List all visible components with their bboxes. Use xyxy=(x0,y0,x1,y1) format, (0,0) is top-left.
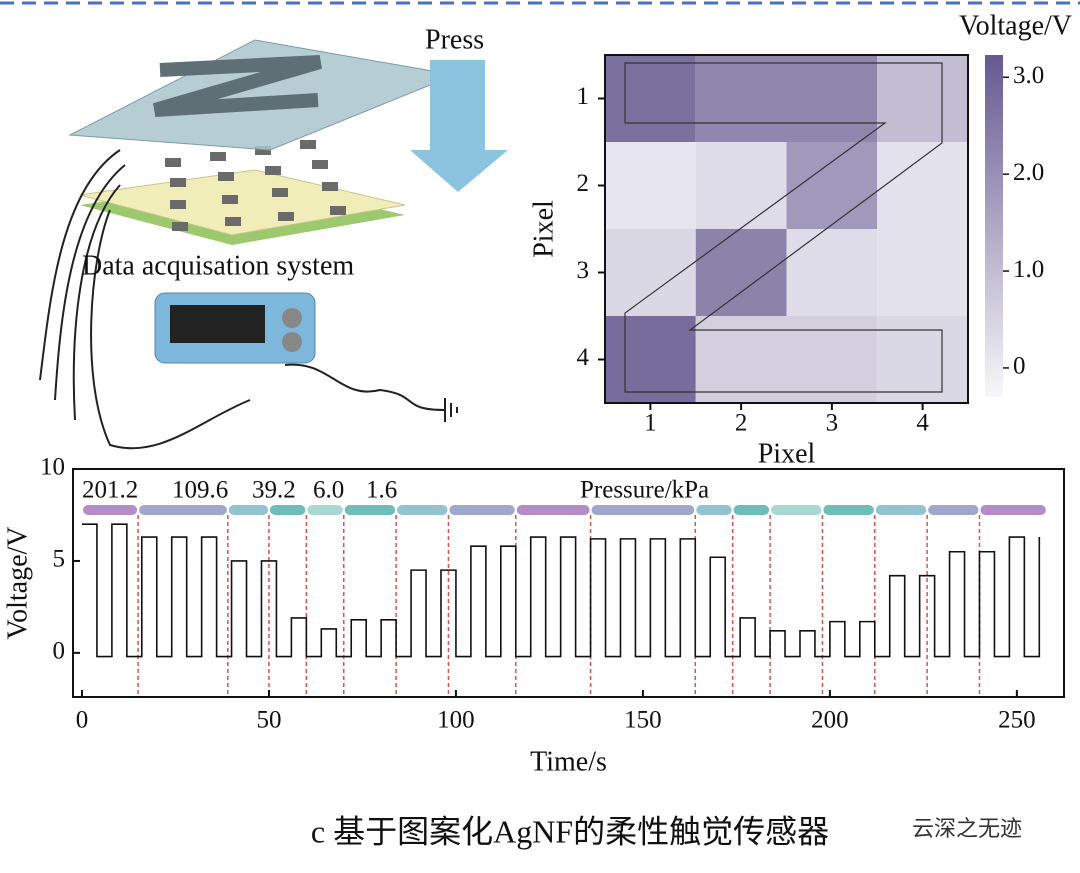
y-tick-label: 10 xyxy=(40,454,65,481)
heat-cell xyxy=(786,316,878,403)
x-tick-label: 3 xyxy=(826,410,839,437)
pressure-band xyxy=(696,505,732,515)
x-tick-label: 100 xyxy=(437,707,475,734)
annotation: 39.2 xyxy=(252,477,296,504)
colorbar-label: Voltage/V xyxy=(959,10,1072,41)
colorbar xyxy=(985,55,1003,397)
colorbar-tick-label: 0 xyxy=(1013,353,1026,380)
heat-cell xyxy=(877,142,968,229)
pressure-band xyxy=(139,505,227,515)
pressure-band xyxy=(516,505,590,515)
y-tick-label: 4 xyxy=(577,344,590,371)
colorbar-tick-label: 1.0 xyxy=(1013,256,1044,283)
daq-screen xyxy=(170,305,265,343)
y-tick-label: 5 xyxy=(53,546,66,573)
plot-frame xyxy=(604,54,969,404)
pressure-band xyxy=(82,505,138,515)
heat-cell xyxy=(605,55,696,142)
heat-cell xyxy=(605,142,696,229)
sensor-board xyxy=(79,169,406,236)
heat-cell xyxy=(786,142,878,229)
heat-cell xyxy=(605,316,696,403)
press-label: Press xyxy=(425,24,484,55)
heat-cell xyxy=(877,229,968,316)
x-tick-label: 200 xyxy=(811,707,849,734)
annotation: 6.0 xyxy=(313,477,344,504)
heat-cell xyxy=(605,229,696,316)
pressure-band xyxy=(733,505,770,515)
ground-wire xyxy=(284,363,458,422)
caption: c 基于图案化AgNF的柔性触觉传感器 xyxy=(311,813,829,849)
x-tick-label: 50 xyxy=(256,707,281,734)
y-tick-label: 2 xyxy=(577,170,590,197)
pressure-band xyxy=(980,505,1046,515)
x-axis-label: Time/s xyxy=(530,746,607,777)
x-tick-label: 4 xyxy=(916,410,929,437)
heat-cell xyxy=(786,55,878,142)
annotation: 201.2 xyxy=(82,477,138,504)
pressure-band xyxy=(771,505,822,515)
pressure-band xyxy=(823,505,874,515)
y-axis-label: Pixel xyxy=(528,200,559,258)
colorbar-tick-label: 3.0 xyxy=(1013,62,1044,89)
press-plate xyxy=(68,39,457,151)
heat-cell xyxy=(695,142,787,229)
annotation: Pressure/kPa xyxy=(580,477,709,504)
heat-cell xyxy=(786,229,878,316)
colorbar-tick-label: 2.0 xyxy=(1013,159,1044,186)
x-tick-label: 150 xyxy=(624,707,662,734)
pressure-band xyxy=(397,505,448,515)
y-tick-label: 1 xyxy=(577,83,590,110)
watermark: 云深之无迹 xyxy=(912,817,1022,842)
annotation: 109.6 xyxy=(172,477,228,504)
pressure-band xyxy=(269,505,306,515)
plot-frame xyxy=(72,468,1065,698)
heat-cell xyxy=(695,316,787,403)
pressure-band xyxy=(928,505,979,515)
illustration: Press Data acquisation system xyxy=(39,24,508,450)
y-axis-label: Voltage/V xyxy=(2,526,33,639)
pressure-band xyxy=(344,505,396,515)
pressure-band xyxy=(307,505,343,515)
pressure-band xyxy=(449,505,515,515)
z-overlay xyxy=(624,62,943,393)
heat-cell xyxy=(695,55,787,142)
x-tick-label: 1 xyxy=(644,410,657,437)
heat-cell xyxy=(877,55,968,142)
annotation: 1.6 xyxy=(366,477,397,504)
y-tick-label: 0 xyxy=(53,638,66,665)
system-label: Data acquisation system xyxy=(82,250,354,281)
pressure-band xyxy=(228,505,268,515)
sensor-pads xyxy=(165,140,346,231)
x-tick-label: 0 xyxy=(76,707,89,734)
wires xyxy=(39,149,251,450)
y-tick-label: 3 xyxy=(577,257,590,284)
pressure-band xyxy=(875,505,927,515)
heat-cell xyxy=(695,229,787,316)
heat-cell xyxy=(877,316,968,403)
pressure-band xyxy=(591,505,695,515)
x-tick-label: 250 xyxy=(998,707,1036,734)
press-arrow xyxy=(410,60,508,192)
x-axis-label: Pixel xyxy=(758,438,816,469)
x-tick-label: 2 xyxy=(735,410,748,437)
z-pattern xyxy=(153,55,322,117)
signal-line xyxy=(81,523,1041,658)
